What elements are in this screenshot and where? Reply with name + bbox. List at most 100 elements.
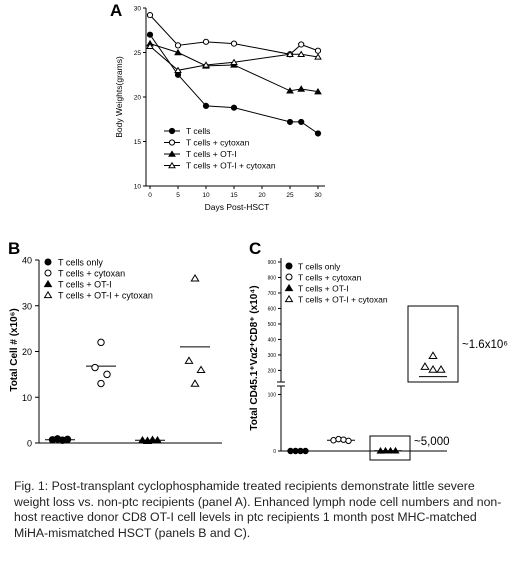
panel-a-legend-marker [168, 150, 176, 157]
panel-b-y-tick-label: 40 [22, 256, 32, 266]
panel-c-data-point [376, 446, 385, 454]
panel-a-series-2-point [146, 12, 154, 19]
panel-a-series-1-point [202, 102, 210, 110]
panel-b-y-tick-label: 20 [22, 347, 32, 357]
panel-a-legend-label: T cells + OT-I + cytoxan [186, 161, 276, 171]
panel-a-series-line-2 [149, 14, 319, 55]
panel-b-data-point [190, 273, 200, 282]
panel-a-legend-label: T cells + cytoxan [186, 138, 250, 148]
panel-a-series-3-point [286, 87, 294, 94]
panel-a-series-2-point [202, 38, 210, 45]
panel-c-y-tick-label: 700 [268, 291, 277, 297]
panel-a-x-tick-label: 5 [176, 192, 180, 199]
panel-b-data-point [152, 435, 163, 444]
panel-a-series-4-point [297, 50, 306, 58]
panel-c-y-tick-label: 500 [268, 322, 277, 328]
panel-a-x-tick-label: 0 [148, 192, 152, 199]
panel-c-data-point [340, 436, 347, 443]
panel-a-y-tick-label: 30 [134, 6, 142, 13]
panel-c-y-tick-label: 100 [268, 392, 277, 398]
panel-c-data-point [330, 437, 337, 444]
panel-c-legend-marker [284, 294, 294, 303]
panel-a-series-1-point [298, 118, 305, 126]
panel-c-legend-label: T cells + OT-I [298, 284, 349, 294]
panel-a-legend-marker [168, 161, 176, 169]
panel-c-legend-label: T cells only [298, 262, 341, 272]
panel-b-data-point [103, 370, 111, 379]
panel-a-series-2-point [314, 47, 322, 54]
panel-c-legend-label: T cells + cytoxan [298, 273, 362, 283]
panel-a-x-tick-label: 30 [314, 192, 322, 199]
panel-a-series-4-point [146, 42, 154, 49]
panel-b-data-point [184, 356, 194, 364]
panel-c-legend-marker [285, 273, 293, 281]
panel-a-series-1-point [230, 104, 238, 111]
panel-c-data-point [420, 362, 430, 370]
panel-a-legend-label: T cells [186, 126, 210, 136]
panel-a-x-tick-label: 20 [258, 192, 266, 199]
panel-b-y-label: Total Cell # (x10⁶) [9, 308, 20, 391]
panel-c-y-tick-label: 0 [273, 449, 276, 455]
panel-a-series-line-1 [149, 34, 319, 134]
panel-c-data-point [345, 437, 352, 445]
panel-b-chart: B Total Cell # (x10⁶) 0 10 20 30 40 T cells … [8, 239, 222, 449]
panel-c-chart: C Total CD45.1⁺Vα2⁺CD8⁺ (x10⁴) 0 100 200 30… [249, 239, 508, 461]
panel-a-series-3-point [297, 85, 306, 92]
panel-b-legend-marker [43, 290, 53, 299]
panel-b-y-tick-label: 10 [22, 393, 32, 403]
panel-a-y-label: Body Weights(grams) [114, 56, 124, 138]
panel-c-y-tick-label: 200 [268, 368, 277, 374]
panel-b-data-point [196, 365, 206, 374]
panel-b-legend-marker [44, 258, 52, 266]
panel-a-series-1-point [146, 31, 154, 38]
panel-c-data-point [436, 365, 446, 373]
panel-a-y-tick-label: 25 [134, 50, 142, 57]
panel-b-data-point [97, 338, 105, 347]
panel-a-series-2-point [298, 41, 305, 48]
panel-c-highlight-box-large [407, 305, 459, 383]
panel-a-x-tick-label: 25 [286, 192, 294, 199]
panel-a-series-4-point [202, 61, 210, 68]
panel-a-series-3-point [314, 87, 322, 95]
panel-b-data-point [97, 379, 105, 388]
panel-c-label: C [249, 239, 261, 258]
panel-c-y-tick-label: 600 [268, 306, 277, 312]
panel-a-legend-label: T cells + OT-I [186, 149, 237, 159]
panel-a-series-4-point [174, 66, 182, 74]
panel-a-series-4-point [230, 58, 238, 66]
panel-b-legend-label: T cells + OT-I [58, 280, 112, 290]
panel-c-annotation-small: ~5,000 [414, 436, 450, 448]
panel-b-legend-label: T cells + cytoxan [58, 269, 125, 279]
panel-b-label: B [8, 239, 20, 258]
panel-c-y-tick-label: 900 [268, 260, 277, 266]
panel-a-y-tick-label: 20 [134, 95, 142, 102]
panel-b-data-point [190, 379, 200, 387]
panel-b-data-point [147, 435, 158, 444]
panel-a-series-2-point [174, 42, 182, 49]
panel-c-highlight-box-small [369, 435, 411, 461]
panel-c-y-tick-label: 300 [268, 353, 277, 359]
panel-c-legend-marker [284, 283, 294, 292]
panel-b-legend-label: T cells + OT-I + cytoxan [58, 291, 153, 301]
panel-a-chart: A Body Weights(grams) Days Post-HSCT 10 1… [110, 1, 325, 212]
panel-c-data-point [381, 446, 390, 454]
panel-c-y-tick-label: 400 [268, 337, 277, 343]
panel-a-series-1-point [286, 118, 294, 126]
figure-caption: Fig. 1: Post-transplant cyclophosphamide… [14, 479, 502, 540]
panel-c-legend-marker [285, 262, 293, 270]
panel-a-legend-marker [168, 139, 176, 146]
panel-a-series-4-point [286, 50, 294, 58]
panel-a-y-tick-label: 10 [134, 184, 142, 191]
panel-a-x-tick-label: 10 [202, 192, 210, 199]
panel-b-y-tick-label: 30 [22, 301, 32, 311]
panel-c-annotation-large: ~1.6x10⁶ [462, 339, 508, 351]
panel-a-y-tick-label: 15 [134, 139, 142, 146]
panel-c-data-point [386, 446, 395, 454]
panel-b-y-tick-label: 0 [27, 439, 32, 449]
panel-c-legend-label: T cells + OT-I + cytoxan [298, 295, 388, 305]
panel-a-legend-marker [168, 127, 176, 135]
panel-c-data-point [391, 446, 400, 454]
panel-a-series-3-point [174, 48, 182, 56]
panel-b-data-point [63, 435, 72, 444]
